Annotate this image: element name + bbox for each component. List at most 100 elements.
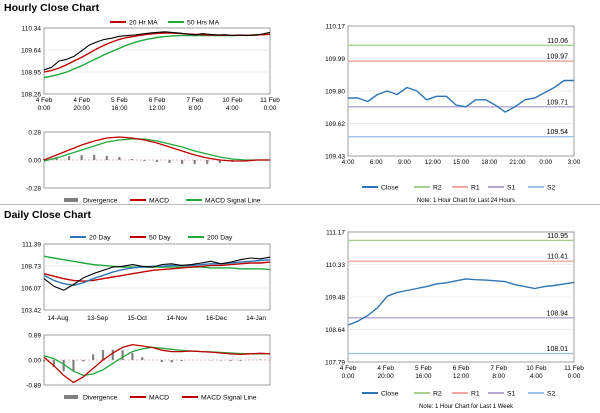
legend-label: R2: [433, 391, 442, 398]
pivot-label-s1: 108.94: [547, 310, 569, 317]
y-tick-label: 0.00: [28, 158, 41, 165]
x-tick-label: 10 Feb: [526, 365, 547, 372]
legend-label: S2: [547, 391, 556, 398]
daily-price-chart: 111.39 108.73 106.07 103.42 14-Aug 13-Sep 15-O…: [21, 235, 271, 322]
x-tick-label: 5 Feb: [415, 365, 432, 372]
x-tick-label: 7 Feb: [490, 365, 507, 372]
x-tick-label: 6:00: [370, 159, 383, 166]
y-tick-label: 110.17: [326, 24, 346, 31]
legend-label: S1: [507, 391, 516, 398]
legend-label: 50 Day: [149, 235, 171, 242]
x-tick-label: 12:00: [425, 159, 442, 166]
chart-note: Note: 1 Hour Chart for Last 24 Hours: [417, 198, 515, 204]
x-tick-label: 4 Feb: [73, 97, 90, 104]
x-tick-label: 4:00: [342, 159, 355, 166]
x-tick-label: 10 Feb: [222, 97, 243, 104]
x-tick-label: 15:00: [453, 159, 470, 166]
y-tick-label: 108.95: [21, 70, 41, 77]
pivot-label-s1: 109.71: [547, 99, 569, 106]
legend-swatch: [64, 198, 78, 202]
y-tick-label: 110.34: [22, 26, 42, 33]
x-tick-label: 4:00: [226, 105, 239, 112]
legend-label: S2: [547, 185, 556, 192]
x-tick-label: 8:00: [188, 105, 201, 112]
x-tick-label: 4 Feb: [377, 365, 394, 372]
x-tick-label: 4 Feb: [340, 365, 357, 372]
legend-label: 20 Day: [89, 235, 111, 242]
x-tick-label: 0:00: [264, 105, 277, 112]
y-tick-label: 109.43: [325, 154, 345, 161]
pivot-label-r2: 110.06: [547, 38, 568, 45]
y-tick-label: 109.62: [325, 121, 345, 128]
x-tick-label: 14-Aug: [48, 315, 69, 322]
legend-label: MACD Signal Line: [205, 198, 261, 205]
ma-200-line: [43, 255, 271, 271]
y-tick-label: 107.79: [325, 360, 345, 367]
x-tick-label: 14-Nov: [166, 315, 188, 322]
pivot-label-s2: 109.54: [547, 129, 569, 136]
x-tick-label: 20:00: [378, 373, 395, 380]
legend-label: 200 Day: [207, 235, 233, 242]
y-tick-label: -0.89: [26, 383, 41, 390]
pivot-label-r2: 110.95: [547, 233, 568, 240]
x-tick-label: 12:00: [453, 373, 470, 380]
y-tick-label: 0.00: [28, 358, 41, 365]
plot-frame: [43, 243, 271, 311]
x-tick-label: 11 Feb: [260, 97, 280, 104]
x-tick-label: 18:00: [481, 159, 498, 166]
y-tick-label: 109.99: [325, 56, 345, 63]
signal-line: [43, 346, 270, 377]
hourly-macd-chart: 0.28 0.00 -0.28 Divergence MACD MACD Signal L…: [26, 130, 271, 205]
x-tick-label: 3:00: [568, 159, 581, 166]
y-tick-label: 109.64: [21, 48, 41, 55]
hourly-close-chart: 110.17 109.99 109.80 109.62 109.434:00 6:00 9:…: [325, 24, 581, 205]
y-tick-label: 0.28: [28, 130, 41, 137]
y-tick-label: 111.39: [22, 242, 41, 249]
x-tick-label: 7 Feb: [186, 97, 203, 104]
x-tick-label: 4 Feb: [36, 97, 53, 104]
y-tick-label: 108.73: [21, 264, 41, 271]
x-tick-label: 0:00: [342, 373, 355, 380]
section-divider: [0, 204, 600, 205]
y-tick-label: -0.28: [26, 186, 41, 193]
x-tick-label: 8:00: [492, 373, 505, 380]
legend-label: Close: [381, 185, 399, 192]
x-tick-label: 13-Sep: [87, 315, 108, 322]
y-tick-label: 108.64: [325, 327, 345, 334]
x-tick-label: 12:00: [149, 105, 166, 112]
x-tick-label: 11 Feb: [564, 365, 584, 372]
close-line: [347, 278, 575, 326]
signal-line: [43, 138, 270, 162]
legend-label: 20 Hr MA: [129, 20, 158, 27]
close-line: [348, 79, 574, 113]
x-tick-label: 0:00: [568, 373, 581, 380]
chart-note: Note: 1 Hour Chart for Last 1 Week: [419, 404, 514, 410]
x-tick-label: 14-Jan: [246, 315, 266, 322]
x-tick-label: 4:00: [530, 373, 543, 380]
macd-line: [43, 136, 270, 162]
y-tick-label: 110.33: [326, 262, 346, 269]
legend-swatch: [64, 395, 78, 399]
x-tick-label: 6 Feb: [453, 365, 470, 372]
x-tick-label: 16-Dec: [206, 315, 228, 322]
pivot-label-r1: 110.41: [547, 254, 568, 261]
daily-macd-chart: 0.89 0.00 -0.89 Divergence MACD MACD Signal L…: [26, 333, 271, 402]
plot-frame: [43, 27, 271, 95]
y-tick-label: 103.42: [21, 308, 41, 315]
y-tick-label: 106.07: [21, 286, 41, 293]
x-tick-label: 6 Feb: [149, 97, 166, 104]
legend-label: R1: [471, 185, 480, 192]
legend-label: Close: [381, 391, 399, 398]
x-tick-label: 0:00: [539, 159, 552, 166]
x-tick-label: 20:00: [74, 105, 91, 112]
legend-label: MACD: [149, 395, 169, 402]
legend-label: S1: [507, 185, 516, 192]
x-tick-label: 9:00: [398, 159, 411, 166]
y-tick-label: 108.26: [21, 92, 41, 99]
x-tick-label: 15-Oct: [127, 315, 147, 322]
x-tick-label: 16:00: [415, 373, 432, 380]
ma-50-line: [43, 261, 271, 282]
pivot-label-s2: 108.01: [547, 346, 569, 353]
y-tick-label: 0.89: [28, 333, 41, 340]
